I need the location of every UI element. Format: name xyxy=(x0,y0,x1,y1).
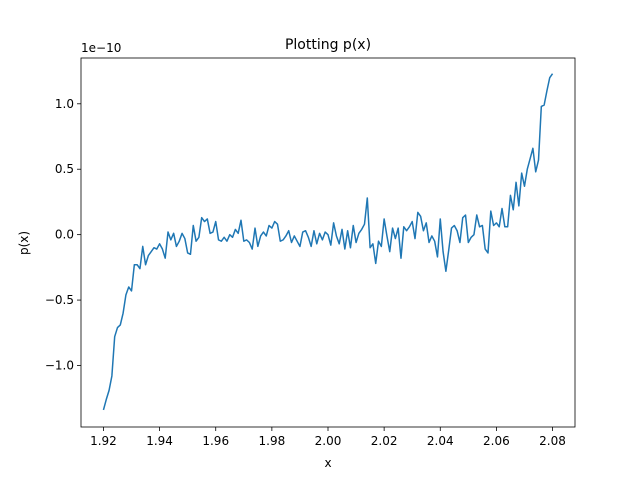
y-axis-label: p(x) xyxy=(17,231,31,255)
y-tick-label: 1.0 xyxy=(55,97,74,111)
x-axis-label: x xyxy=(324,456,331,470)
x-tick-label: 2.02 xyxy=(371,434,398,448)
y-offset-label: 1e−10 xyxy=(81,41,121,55)
y-tick-label: −0.5 xyxy=(45,293,74,307)
x-tick-label: 2.04 xyxy=(427,434,454,448)
chart-title: Plotting p(x) xyxy=(285,37,371,53)
y-tick-label: −1.0 xyxy=(45,359,74,373)
y-tick-label: 0.0 xyxy=(55,228,74,242)
x-tick-label: 1.92 xyxy=(90,434,117,448)
x-tick-label: 1.94 xyxy=(146,434,173,448)
x-tick-label: 2.00 xyxy=(315,434,342,448)
y-tick-label: 0.5 xyxy=(55,162,74,176)
x-tick-label: 2.06 xyxy=(483,434,510,448)
x-tick-label: 2.08 xyxy=(539,434,566,448)
plot-frame xyxy=(80,57,576,428)
x-tick-label: 1.98 xyxy=(259,434,286,448)
x-tick-label: 1.96 xyxy=(202,434,229,448)
data-line xyxy=(102,73,554,411)
